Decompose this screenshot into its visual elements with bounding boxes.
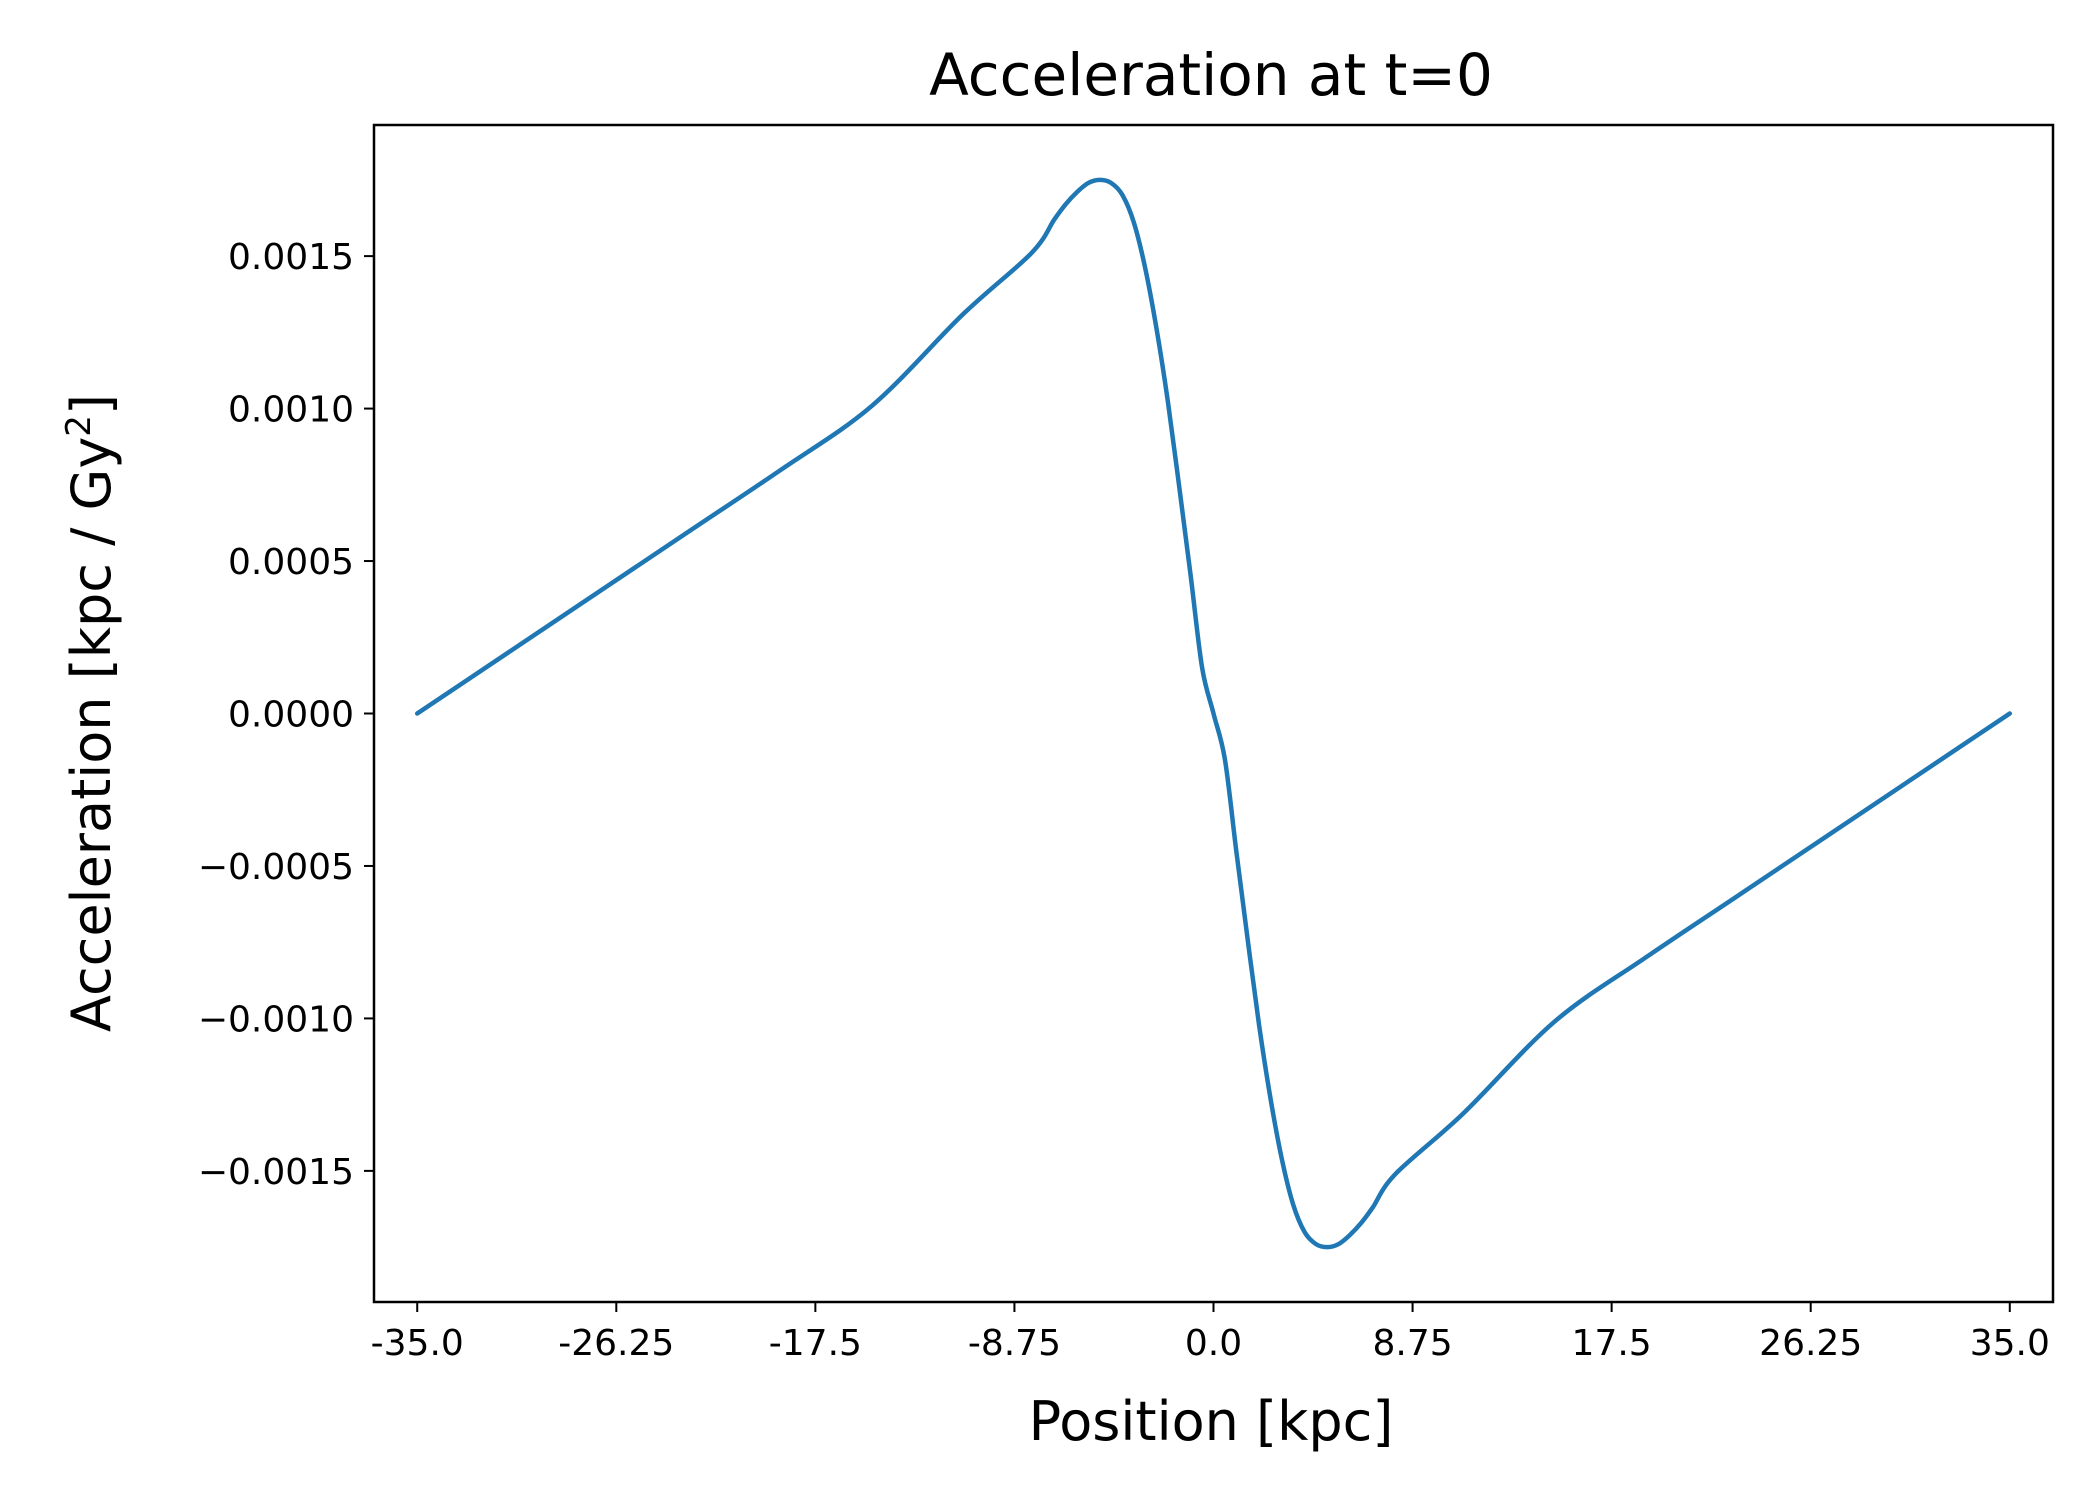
y-tick-label: 0.0005 xyxy=(228,542,354,583)
x-tick-label: -17.5 xyxy=(769,1323,862,1364)
x-axis-label: Position [kpc] xyxy=(1029,1390,1394,1453)
y-axis-label: Acceleration [kpc / Gy2] xyxy=(59,394,123,1032)
series-line xyxy=(414,177,2013,1250)
y-axis: 0.0015 0.0010 0.0005 0.0000 −0.0005 −0.0010 −0… xyxy=(198,237,374,1193)
x-axis: -35.0 -26.25 -17.5 -8.75 0.0 8.75 17.5 26.25 35.… xyxy=(371,1302,2050,1364)
y-tick-label: −0.0015 xyxy=(198,1152,354,1193)
y-axis-label-suffix: ] xyxy=(60,394,123,415)
x-tick-label: 35.0 xyxy=(1970,1323,2050,1364)
y-axis-label-text: Acceleration [kpc / Gy xyxy=(60,437,123,1032)
y-tick-label: −0.0005 xyxy=(198,847,354,888)
y-tick-label: 0.0010 xyxy=(228,390,354,431)
y-tick-label: 0.0015 xyxy=(228,237,354,278)
x-tick-label: 17.5 xyxy=(1572,1323,1652,1364)
x-tick-label: 26.25 xyxy=(1759,1323,1862,1364)
x-tick-label: 8.75 xyxy=(1372,1323,1452,1364)
x-tick-label: -8.75 xyxy=(968,1323,1061,1364)
y-tick-label: 0.0000 xyxy=(228,695,354,736)
y-axis-label-superscript: 2 xyxy=(59,415,99,437)
chart-title: Acceleration at t=0 xyxy=(929,41,1493,109)
x-tick-label: -26.25 xyxy=(558,1323,674,1364)
x-tick-label: 0.0 xyxy=(1185,1323,1242,1364)
y-tick-label: −0.0010 xyxy=(198,999,354,1040)
x-tick-label: -35.0 xyxy=(371,1323,464,1364)
